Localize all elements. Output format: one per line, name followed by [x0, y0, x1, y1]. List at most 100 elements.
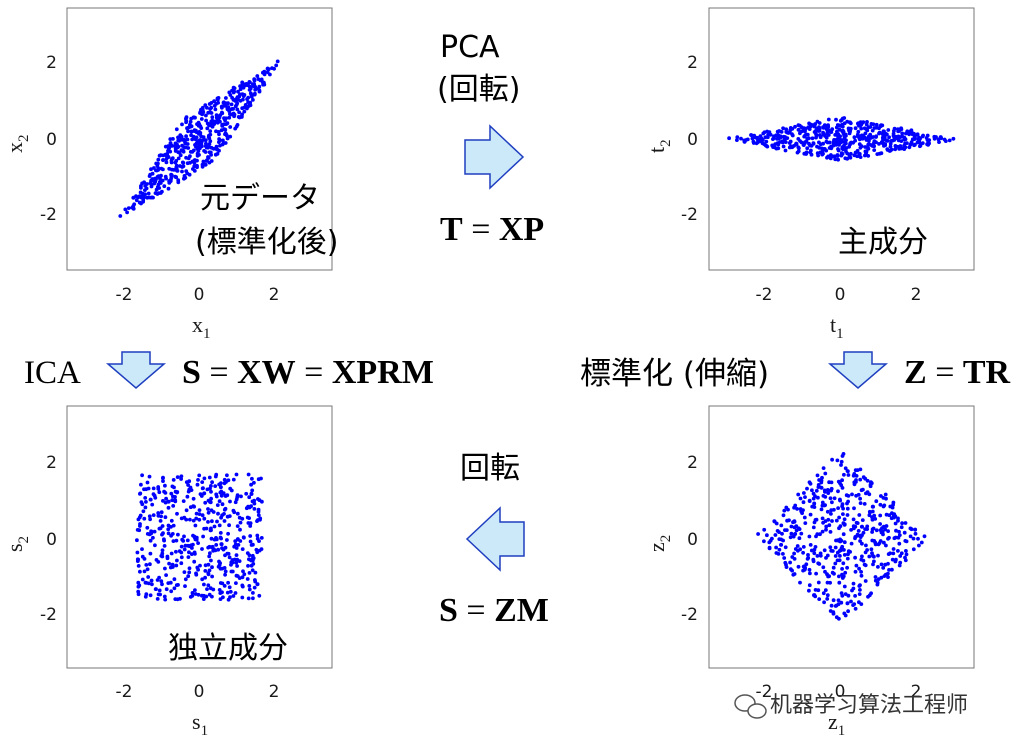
scatter-point	[881, 532, 885, 537]
scatter-point	[186, 555, 191, 559]
scatter-point	[202, 491, 207, 496]
scatter-point	[231, 594, 236, 598]
x-tick-label: 0	[194, 285, 205, 305]
scatter-point	[248, 539, 253, 544]
scatter-point	[900, 521, 904, 526]
scatter-point	[828, 580, 832, 585]
scatter-point	[245, 97, 250, 101]
scatter-point	[156, 485, 161, 489]
scatter-point	[842, 540, 847, 545]
scatter-point	[845, 513, 850, 517]
scatter-point	[191, 148, 196, 153]
scatter-point	[899, 126, 903, 131]
scatter-point	[867, 554, 872, 559]
scatter-point	[840, 567, 844, 571]
scatter-point	[863, 153, 867, 158]
scatter-point	[222, 519, 227, 523]
scatter-point	[244, 491, 249, 496]
scatter-point	[828, 496, 833, 501]
scatter-point	[218, 531, 223, 535]
scatter-point	[208, 139, 213, 144]
scatter-point	[182, 534, 186, 539]
scatter-point	[874, 499, 879, 504]
scatter-point	[274, 63, 279, 68]
scatter-point	[197, 508, 202, 512]
scatter-point	[768, 538, 773, 543]
scatter-point	[199, 126, 204, 130]
equation-S-xw: S = XW = XPRM	[182, 354, 434, 391]
scatter-point	[916, 536, 920, 541]
scatter-point	[817, 121, 822, 125]
scatter-point	[142, 195, 146, 200]
scatter-point	[845, 156, 850, 161]
scatter-point	[893, 535, 898, 540]
scatter-point	[196, 478, 200, 482]
scatter-point	[859, 126, 864, 131]
scatter-point	[256, 513, 261, 517]
scatter-point	[191, 167, 195, 171]
scatter-point	[143, 505, 148, 510]
scatter-point	[255, 533, 260, 538]
scatter-point	[871, 562, 875, 567]
scatter-point	[777, 547, 782, 552]
scatter-point	[241, 535, 246, 540]
scatter-point	[860, 554, 864, 559]
scatter-point	[853, 569, 858, 574]
scatter-point	[210, 519, 214, 524]
scatter-point	[845, 556, 850, 561]
scatter-point	[798, 580, 802, 585]
scatter-point	[858, 539, 862, 543]
scatter-point	[215, 120, 220, 125]
scatter-point	[260, 80, 265, 85]
scatter-point	[223, 572, 228, 577]
scatter-point	[918, 143, 923, 148]
scatter-point	[915, 132, 920, 137]
scatter-point	[909, 527, 914, 532]
scatter-point	[245, 577, 250, 581]
scatter-point	[182, 145, 186, 150]
x-axis-label: x1	[192, 312, 211, 342]
scatter-point	[126, 206, 131, 211]
scatter-point	[149, 167, 153, 172]
scatter-point	[188, 119, 193, 124]
scatter-point	[218, 591, 223, 595]
scatter-point	[813, 545, 818, 549]
scatter-point	[827, 523, 832, 528]
scatter-point	[205, 158, 209, 163]
x-tick-label: 2	[269, 285, 280, 305]
scatter-point	[151, 535, 155, 540]
scatter-point	[227, 115, 232, 120]
scatter-point	[163, 500, 168, 505]
scatter-point	[168, 565, 173, 570]
scatter-point	[176, 135, 180, 140]
scatter-point	[223, 506, 228, 511]
scatter-point	[882, 540, 886, 545]
scatter-point	[194, 572, 199, 577]
scatter-point	[772, 134, 776, 139]
scatter-point	[841, 532, 846, 537]
scatter-point	[256, 77, 261, 81]
scatter-point	[153, 543, 157, 548]
scatter-point	[207, 554, 212, 559]
scatter-point	[230, 107, 235, 111]
x-tick-label: -2	[756, 285, 773, 305]
scatter-point	[803, 521, 808, 525]
scatter-point	[237, 94, 242, 99]
scatter-point	[144, 186, 149, 191]
scatter-points	[756, 452, 927, 621]
scatter-point	[827, 480, 831, 485]
scatter-point	[257, 593, 262, 598]
arrow-down-icon	[105, 351, 167, 389]
scatter-point	[783, 140, 788, 145]
scatter-point	[219, 515, 224, 520]
scatter-point	[848, 155, 853, 160]
scatter-point	[171, 504, 176, 508]
scatter-point	[209, 484, 213, 488]
scatter-point	[815, 473, 820, 478]
scatter-point	[201, 159, 206, 164]
scatter-point	[795, 150, 800, 155]
scatter-point	[812, 593, 817, 597]
scatter-point	[207, 150, 212, 155]
scatter-point	[221, 138, 225, 143]
